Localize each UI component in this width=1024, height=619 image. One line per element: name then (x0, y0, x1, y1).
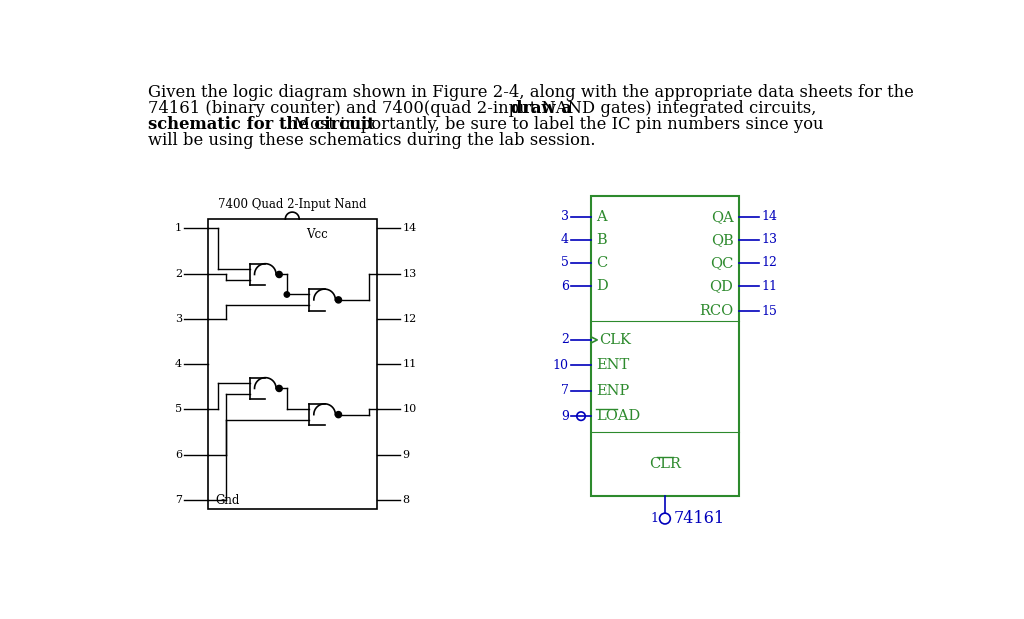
Circle shape (336, 297, 342, 303)
Text: 7: 7 (561, 384, 568, 397)
Circle shape (276, 271, 283, 277)
Text: 1: 1 (175, 223, 182, 233)
Text: 14: 14 (402, 223, 417, 233)
Text: CLK: CLK (599, 333, 631, 347)
Text: Vcc: Vcc (306, 228, 328, 241)
Text: . Most importantly, be sure to label the IC pin numbers since you: . Most importantly, be sure to label the… (284, 116, 823, 133)
Text: 13: 13 (761, 233, 777, 246)
Text: 7: 7 (175, 495, 182, 505)
Circle shape (276, 386, 283, 392)
Text: 3: 3 (561, 210, 568, 223)
Text: B: B (596, 233, 607, 247)
Circle shape (336, 412, 342, 418)
Text: QD: QD (710, 279, 733, 293)
Text: QB: QB (711, 233, 733, 247)
Text: 2: 2 (561, 334, 568, 347)
Text: ENT: ENT (596, 358, 630, 373)
Text: 10: 10 (553, 359, 568, 372)
Text: QA: QA (711, 210, 733, 223)
Text: 15: 15 (761, 305, 777, 318)
Text: 2: 2 (175, 269, 182, 279)
Text: 8: 8 (402, 495, 410, 505)
Text: 9: 9 (402, 450, 410, 460)
Text: draw a: draw a (511, 100, 571, 117)
Text: 74161: 74161 (674, 510, 725, 527)
Circle shape (285, 292, 290, 297)
Text: 10: 10 (402, 404, 417, 415)
Text: 13: 13 (402, 269, 417, 279)
Text: 5: 5 (175, 404, 182, 415)
Text: A: A (596, 210, 607, 223)
Text: Gnd: Gnd (215, 493, 240, 506)
Text: 9: 9 (561, 410, 568, 423)
Text: ENP: ENP (596, 384, 630, 398)
Text: 11: 11 (402, 359, 417, 369)
Text: 6: 6 (561, 280, 568, 293)
Text: 5: 5 (561, 256, 568, 269)
Text: 14: 14 (761, 210, 777, 223)
Bar (591, 196, 739, 496)
Text: 11: 11 (761, 280, 777, 293)
Text: 4: 4 (561, 233, 568, 246)
Bar (208, 219, 377, 509)
Text: 7400 Quad 2-Input Nand: 7400 Quad 2-Input Nand (218, 198, 367, 211)
Text: schematic for the circuit: schematic for the circuit (147, 116, 374, 133)
Text: will be using these schematics during the lab session.: will be using these schematics during th… (147, 132, 595, 149)
Text: D: D (596, 279, 608, 293)
Text: 3: 3 (175, 314, 182, 324)
Text: Given the logic diagram shown in Figure 2-4, along with the appropriate data she: Given the logic diagram shown in Figure … (147, 84, 913, 100)
Text: CLR: CLR (649, 457, 681, 471)
Text: RCO: RCO (699, 305, 733, 318)
Text: 6: 6 (175, 450, 182, 460)
Text: LOAD: LOAD (596, 409, 641, 423)
Text: QC: QC (710, 256, 733, 270)
Text: C: C (596, 256, 607, 270)
Text: 4: 4 (175, 359, 182, 369)
Text: 12: 12 (402, 314, 417, 324)
Text: 1: 1 (650, 512, 658, 525)
Text: 12: 12 (761, 256, 777, 269)
Text: 74161 (binary counter) and 7400(quad 2-input NAND gates) integrated circuits,: 74161 (binary counter) and 7400(quad 2-i… (147, 100, 821, 117)
